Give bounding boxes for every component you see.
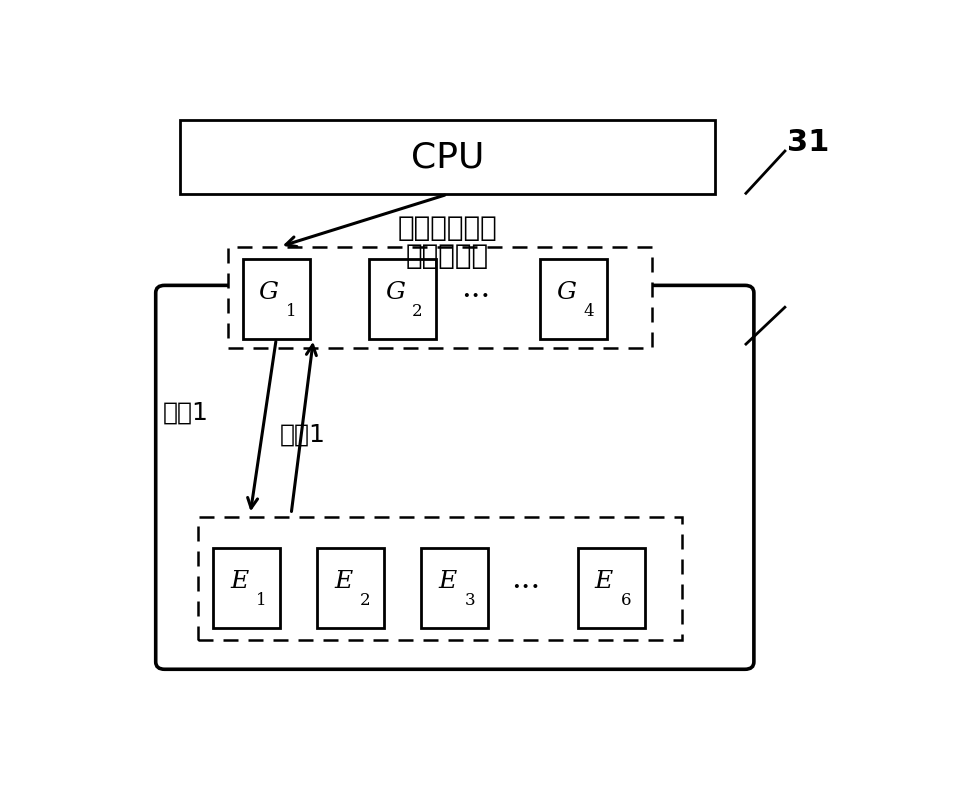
Text: ···: ··· [461,282,491,313]
FancyBboxPatch shape [156,285,754,670]
Text: CPU: CPU [411,141,484,174]
Text: E: E [594,570,612,594]
Text: 3: 3 [465,592,475,609]
Text: 4: 4 [584,303,594,320]
Text: G: G [557,281,576,304]
Bar [228,247,652,348]
Bar [213,548,280,628]
Text: 6: 6 [621,592,631,609]
Bar [540,259,608,339]
Text: E: E [438,570,457,594]
Bar [317,548,384,628]
Text: E: E [334,570,352,594]
Bar [421,548,489,628]
Text: 31: 31 [787,128,829,157]
Text: 1: 1 [286,303,297,320]
Text: 指令1: 指令1 [163,401,209,425]
Bar [370,259,436,339]
Text: 2: 2 [412,303,423,320]
Text: 中断1: 中断1 [280,422,325,447]
Bar [198,517,682,640]
Text: 2: 2 [360,592,371,609]
Text: G: G [385,281,405,304]
Text: 的描述信息: 的描述信息 [406,242,489,270]
Bar [180,121,715,194]
Text: G: G [259,281,278,304]
Text: E: E [229,570,249,594]
Text: 人脸识别模型: 人脸识别模型 [397,214,497,242]
Bar [243,259,310,339]
Text: ···: ··· [511,573,540,603]
Bar [578,548,644,628]
Text: 1: 1 [256,592,267,609]
